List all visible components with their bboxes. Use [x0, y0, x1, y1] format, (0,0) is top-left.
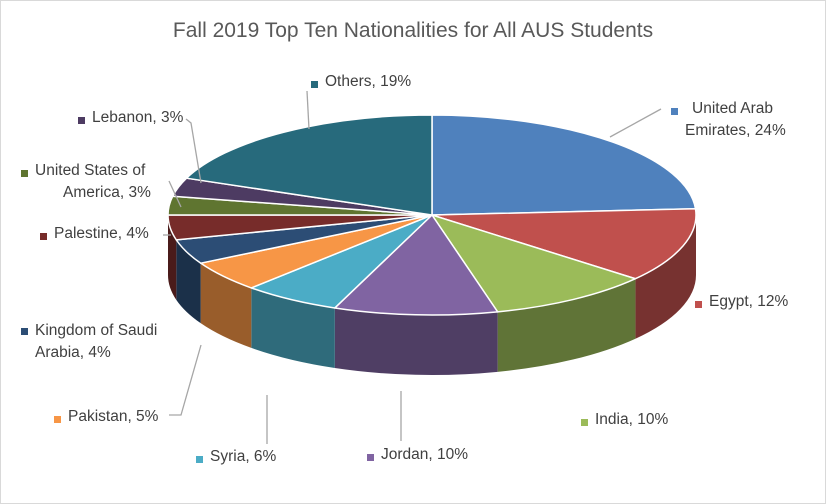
legend-key-egypt: [695, 301, 702, 308]
legend-key-kingdom-of-saudi-arabia: [21, 328, 28, 335]
slice-india: [431, 214, 637, 313]
legend-key-others: [311, 81, 318, 88]
label-egypt: Egypt, 12%: [709, 293, 788, 310]
slice-labels: United Arab Emirates, 24% Egypt, 12% India,…: [21, 73, 788, 465]
slice-side-syria: [251, 287, 335, 368]
label-jordan: Jordan, 10%: [381, 446, 468, 463]
label-pakistan: Pakistan, 5%: [68, 408, 159, 425]
label-india: India, 10%: [595, 411, 668, 428]
legend-key-united-arab-emirates: [671, 108, 678, 115]
slice-side-kingdom-of-saudi-arabia: [176, 239, 201, 324]
legend-key-lebanon: [78, 117, 85, 124]
label-syria: Syria, 6%: [210, 448, 277, 465]
slice-side-pakistan: [200, 263, 252, 348]
pie-sides: [168, 215, 696, 375]
legend-key-palestine: [40, 233, 47, 240]
legend-key-pakistan: [54, 416, 61, 423]
leader-line-united-arab-emirates: [609, 108, 662, 138]
leader-line-others: [306, 90, 310, 130]
slice-united-arab-emirates: [431, 114, 697, 216]
label-leaders: [163, 90, 662, 444]
label-united-arab-emirates: United Arab Emirates, 24%: [685, 100, 786, 139]
legend-key-syria: [196, 456, 203, 463]
legend-key-jordan: [367, 454, 374, 461]
label-others: Others, 19%: [325, 73, 411, 90]
label-kingdom-of-saudi-arabia: Kingdom of Saudi Arabia, 4%: [35, 322, 157, 361]
pie-tops: [167, 114, 697, 316]
slice-jordan: [334, 214, 499, 316]
slice-egypt: [431, 207, 697, 280]
leader-line-pakistan: [169, 344, 202, 416]
leader-line-united-states-of-america: [168, 180, 182, 208]
leader-line-lebanon: [185, 118, 202, 184]
legend-key-united-states-of-america: [21, 170, 28, 177]
slice-side-egypt: [635, 215, 696, 339]
slice-side-palestine: [168, 215, 177, 300]
label-lebanon: Lebanon, 3%: [92, 109, 184, 126]
slice-others: [185, 114, 433, 216]
chart-title: Fall 2019 Top Ten Nationalities for All …: [172, 19, 654, 42]
legend-key-india: [581, 419, 588, 426]
label-united-states-of-america: United States of America, 3%: [35, 162, 151, 201]
slice-side-india: [497, 278, 636, 372]
slice-side-jordan: [334, 307, 498, 375]
label-palestine: Palestine, 4%: [54, 225, 149, 242]
